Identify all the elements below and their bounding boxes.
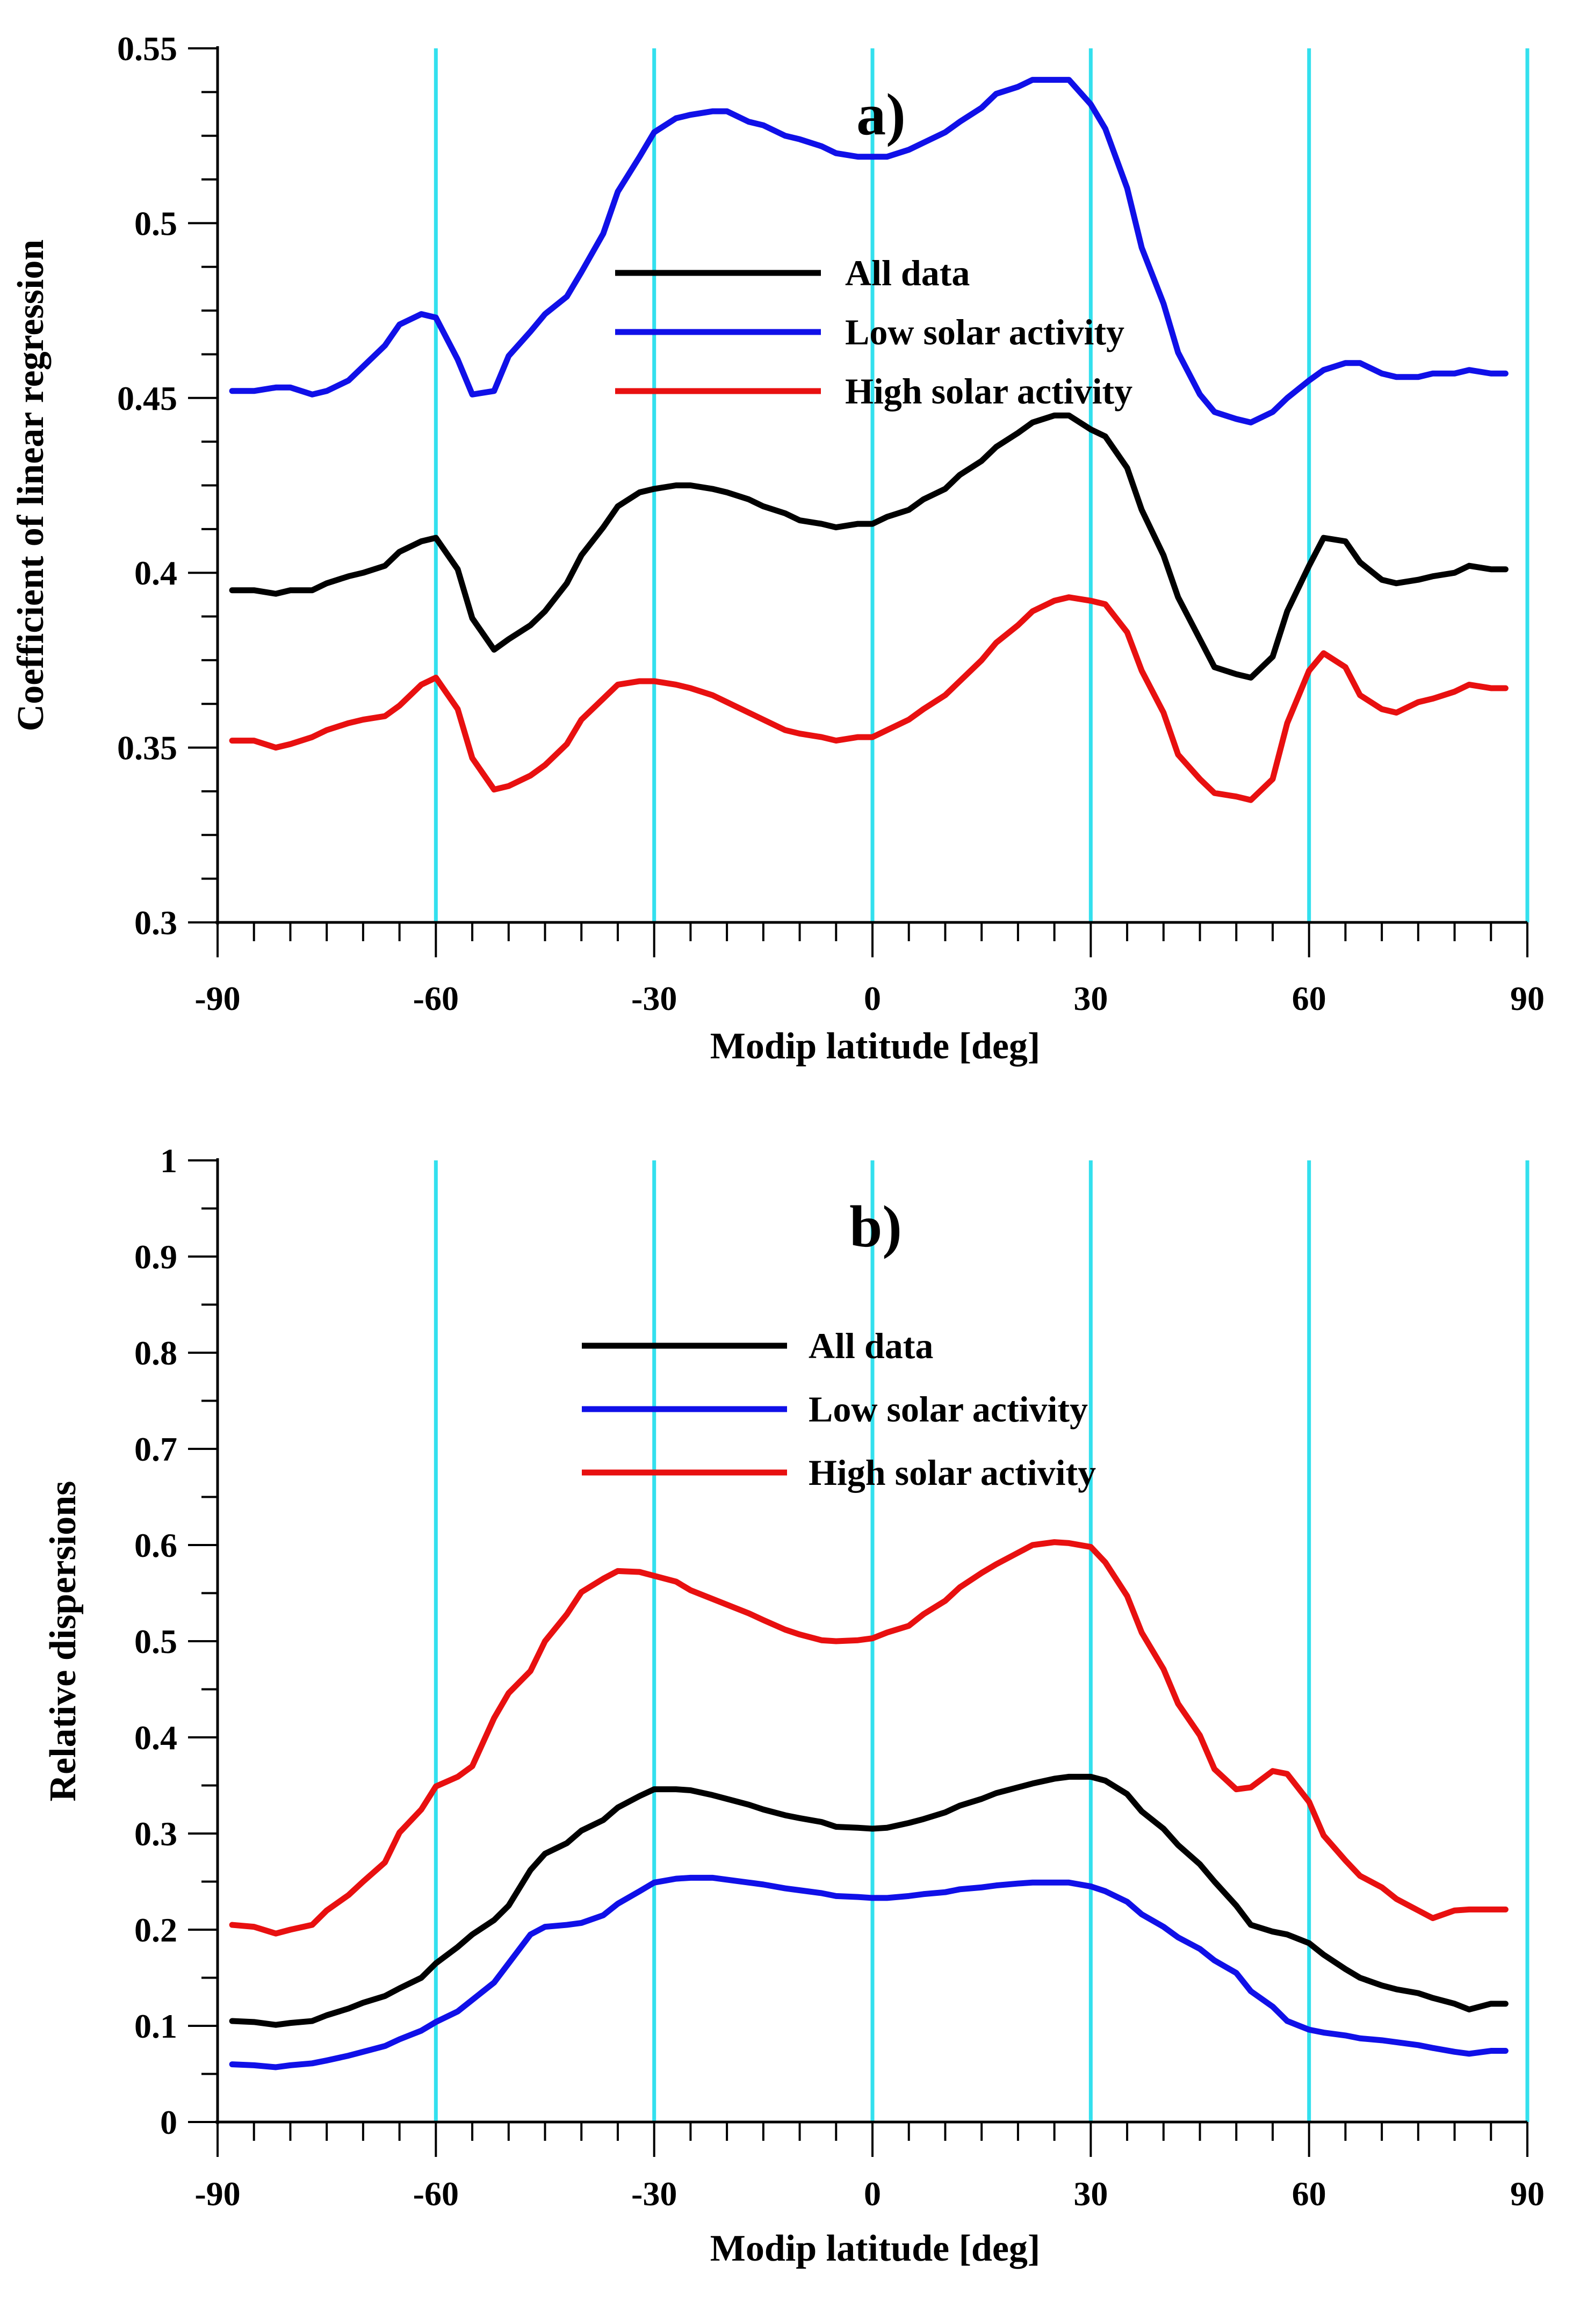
y-tick-label: 0.55 xyxy=(117,30,177,68)
x-tick-label: -30 xyxy=(631,2175,677,2213)
y-tick-label: 0.4 xyxy=(134,1719,177,1757)
y-tick-label: 0.5 xyxy=(134,204,177,242)
x-tick-label: 60 xyxy=(1292,979,1326,1017)
series-line-all-data xyxy=(229,1773,1509,2028)
chart-panel-a: 0.3 0.35 0.4 0.45 0.5 0.55 -90 -60 -30 0 30 60 90 Mod… xyxy=(10,30,1545,1067)
x-tick-label: 0 xyxy=(864,2175,881,2213)
y-tick-label: 0.9 xyxy=(134,1238,177,1276)
y-tick-label: 0.6 xyxy=(134,1526,177,1564)
series-line-low-solar-activity xyxy=(229,1874,1509,2070)
legend-label: High solar activity xyxy=(809,1452,1096,1493)
legend-label: Low solar activity xyxy=(845,312,1124,352)
legend-label: All data xyxy=(845,252,970,293)
x-tick-label: 30 xyxy=(1073,979,1108,1017)
series-line-high-solar-activity xyxy=(229,594,1509,803)
x-tick-label: -90 xyxy=(194,979,240,1017)
x-axis-title: Modip latitude [deg] xyxy=(710,2228,1040,2269)
panel-label: b) xyxy=(849,1194,902,1259)
y-tick-label: 0.8 xyxy=(134,1334,177,1372)
y-tick-label: 0.2 xyxy=(134,1911,177,1949)
y-tick-label: 0.45 xyxy=(117,379,177,417)
series-line-low-solar-activity xyxy=(229,77,1509,425)
chart-panel-b: 0 0.1 0.2 0.3 0.4 0.5 0.6 0.7 0.8 0.9 1 -90 -60 -30 0 3… xyxy=(42,1142,1545,2269)
x-tick-label: -60 xyxy=(413,2175,459,2213)
y-tick-label: 0.3 xyxy=(134,904,177,942)
y-tick-label: 0.4 xyxy=(134,554,177,592)
y-tick-label: 0.3 xyxy=(134,1815,177,1853)
x-tick-label: -30 xyxy=(631,979,677,1017)
legend-label: All data xyxy=(809,1325,933,1366)
legend-label: Low solar activity xyxy=(809,1389,1088,1430)
x-tick-label: 90 xyxy=(1510,979,1545,1017)
y-tick-label: 0.5 xyxy=(134,1622,177,1661)
y-axis-title: Coefficient of linear regression xyxy=(10,240,52,732)
y-axis-title: Relative dispersions xyxy=(42,1481,84,1802)
legend-label: High solar activity xyxy=(845,371,1132,412)
x-tick-label: 60 xyxy=(1292,2175,1326,2213)
x-tick-label: 90 xyxy=(1510,2175,1545,2213)
legend: All data Low solar activity High solar act… xyxy=(582,1325,1096,1493)
y-tick-label: 1 xyxy=(160,1142,177,1180)
x-tick-label: -60 xyxy=(413,979,459,1017)
y-tick-label: 0.35 xyxy=(117,729,177,767)
y-tick-label: 0 xyxy=(160,2103,177,2141)
x-tick-label: 0 xyxy=(864,979,881,1017)
y-tick-label: 0.1 xyxy=(134,2007,177,2045)
panel-label: a) xyxy=(856,82,906,147)
x-tick-label: 30 xyxy=(1073,2175,1108,2213)
y-tick-label: 0.7 xyxy=(134,1430,177,1468)
x-tick-label: -90 xyxy=(194,2175,240,2213)
series-line-all-data xyxy=(229,412,1509,681)
series-line-high-solar-activity xyxy=(229,1539,1509,1937)
legend: All data Low solar activity High solar act… xyxy=(615,252,1132,412)
x-axis-title: Modip latitude [deg] xyxy=(710,1026,1040,1067)
